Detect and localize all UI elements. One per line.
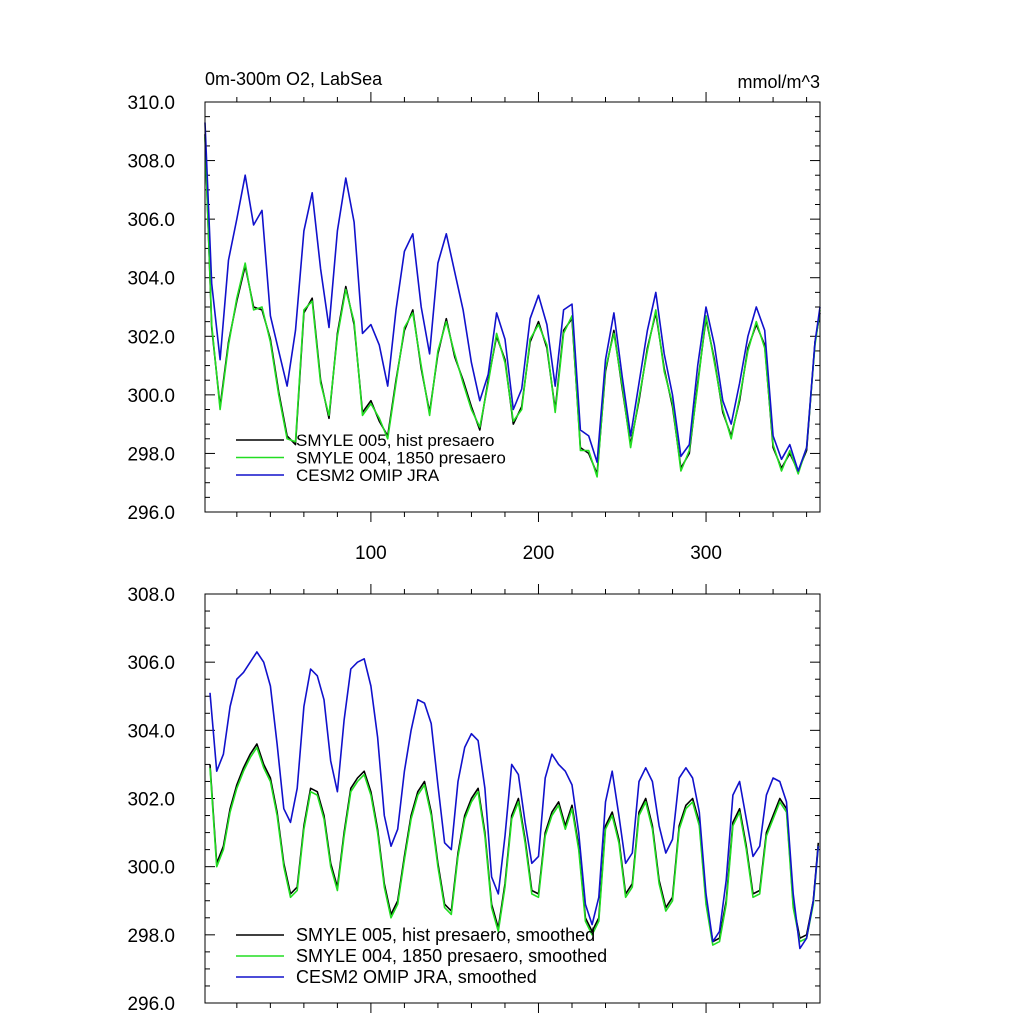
legend-label-2: CESM2 OMIP JRA, smoothed [296,967,537,987]
legend-label-0: SMYLE 005, hist presaero [296,431,494,450]
y-tick-label: 296.0 [127,503,175,524]
y-tick-label: 306.0 [127,210,175,231]
bottom-panel-frame [204,593,821,1004]
x-tick-label: 200 [523,543,555,564]
series-line-1 [209,746,820,946]
top-panel-y-tick-labels: 310.0 308.0 306.0 304.0 302.0 300.0 298.0 296.0 [127,93,175,524]
top-panel-ticks [205,92,820,522]
x-tick-label: 100 [355,543,387,564]
y-tick-label: 296.0 [127,994,175,1015]
y-tick-label: 304.0 [127,721,175,742]
y-tick-label: 308.0 [127,585,175,606]
bottom-panel-legend: SMYLE 005, hist presaero, smoothedSMYLE … [236,925,607,987]
y-tick-label: 306.0 [127,653,175,674]
x-tick-label: 300 [690,543,722,564]
legend-label-2: CESM2 OMIP JRA [296,466,440,485]
series-line-2 [209,651,820,950]
top-panel: 0m-300m O2, LabSea mmol/m^3 310.0 308.0 30… [127,69,821,564]
y-tick-label: 302.0 [127,790,175,811]
y-tick-label: 298.0 [127,926,175,947]
bottom-panel-series [209,651,820,950]
bottom-panel-y-tick-labels: 308.0 306.0 304.0 302.0 300.0 298.0 296.0 [127,585,175,1015]
series-line-0 [209,743,820,943]
bottom-panel: 308.0 306.0 304.0 302.0 300.0 298.0 296.0 SMYL… [127,584,821,1015]
top-panel-frame [204,101,821,513]
top-panel-x-tick-labels: 100 200 300 [355,543,722,564]
legend-label-1: SMYLE 004, 1850 presaero [296,449,506,468]
top-panel-units: mmol/m^3 [738,72,820,92]
y-tick-label: 302.0 [127,327,175,348]
top-panel-title: 0m-300m O2, LabSea [205,69,383,89]
y-tick-label: 300.0 [127,858,175,879]
y-tick-label: 308.0 [127,152,175,173]
y-tick-label: 310.0 [127,93,175,114]
series-line-2 [204,122,821,472]
y-tick-label: 298.0 [127,444,175,465]
legend-label-1: SMYLE 004, 1850 presaero, smoothed [296,946,607,966]
series-line-1 [204,137,821,478]
legend-label-0: SMYLE 005, hist presaero, smoothed [296,925,595,945]
y-tick-label: 300.0 [127,386,175,407]
top-panel-series [204,122,821,478]
y-tick-label: 304.0 [127,269,175,290]
